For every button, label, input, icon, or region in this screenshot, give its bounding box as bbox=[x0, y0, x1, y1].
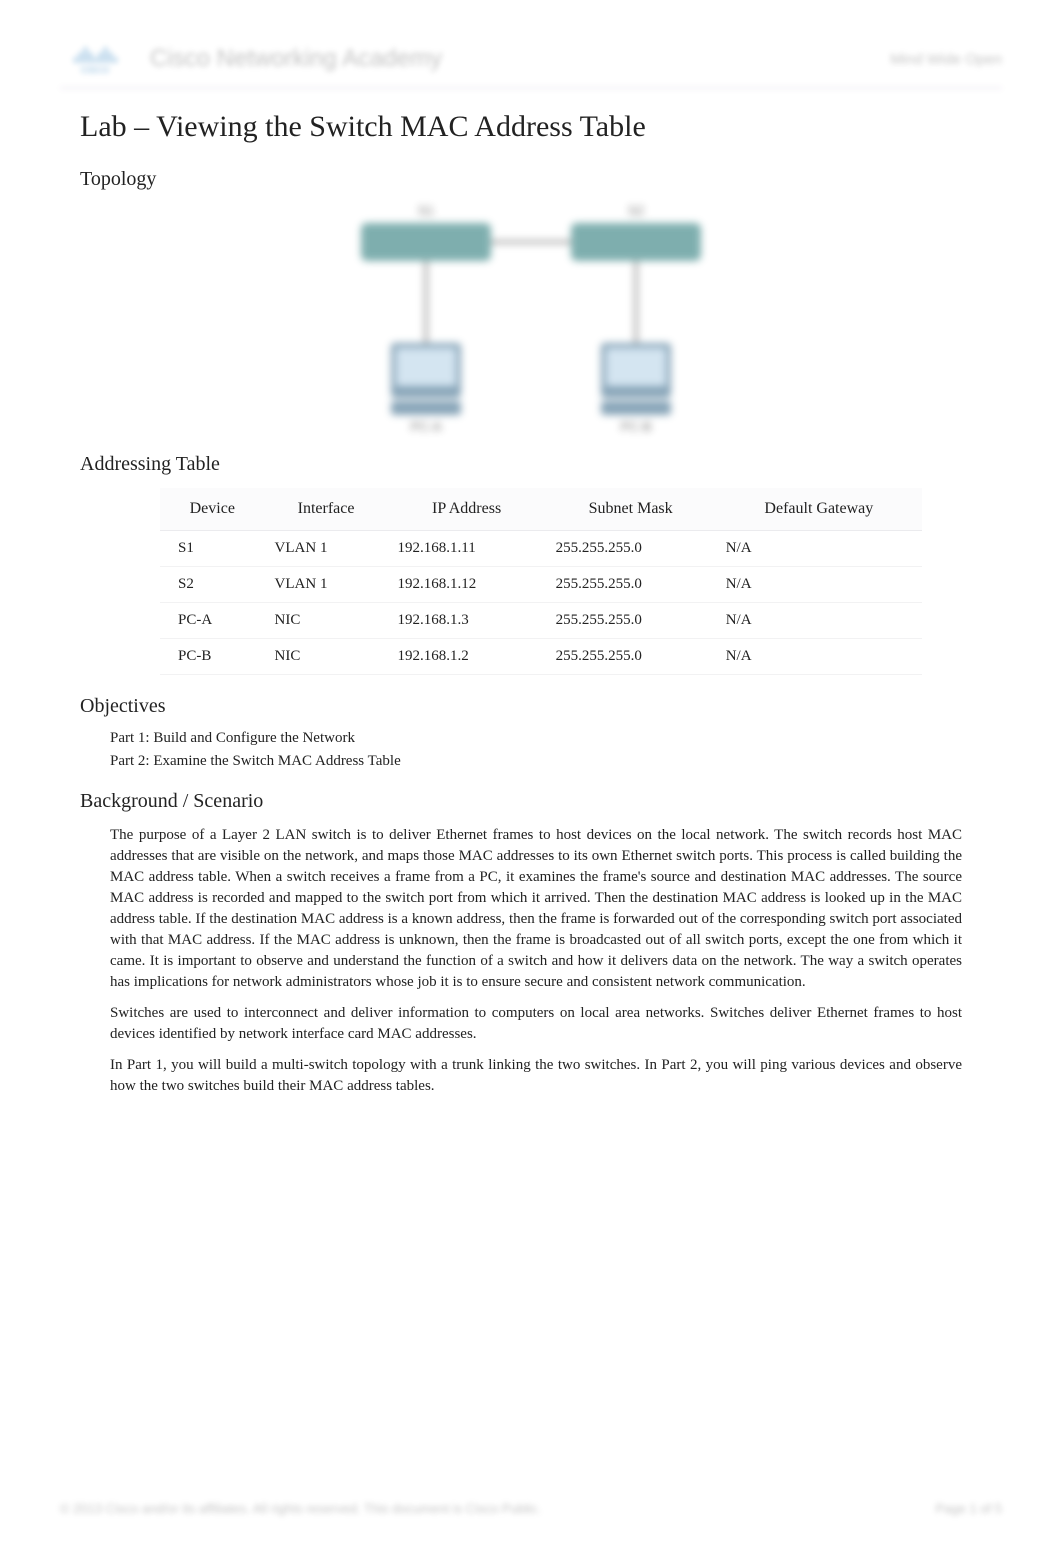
svg-text:S2: S2 bbox=[628, 203, 644, 218]
header-tagline: Mind Wide Open bbox=[890, 51, 1002, 68]
col-mask: Subnet Mask bbox=[546, 488, 716, 531]
table-row: PC-A NIC 192.168.1.3 255.255.255.0 N/A bbox=[160, 603, 922, 639]
topology-diagram: S1 S2 PC-A PC-B bbox=[321, 203, 741, 433]
document-header: CISCO Cisco Networking Academy Mind Wide… bbox=[60, 40, 1002, 90]
background-paragraph: Switches are used to interconnect and de… bbox=[110, 1003, 962, 1045]
cisco-logo: CISCO bbox=[60, 40, 130, 78]
svg-text:PC-A: PC-A bbox=[410, 419, 441, 433]
document-footer: © 2013 Cisco and/or its affiliates. All … bbox=[60, 1501, 1002, 1516]
col-device: Device bbox=[160, 488, 265, 531]
page-title: Lab – Viewing the Switch MAC Address Tab… bbox=[80, 110, 1002, 144]
svg-text:S1: S1 bbox=[418, 203, 434, 218]
addressing-table-wrap: Device Interface IP Address Subnet Mask … bbox=[160, 488, 922, 675]
objectives-heading: Objectives bbox=[80, 695, 1002, 718]
academy-name: Cisco Networking Academy bbox=[150, 45, 442, 73]
objective-item: Part 1: Build and Configure the Network bbox=[110, 730, 1002, 747]
svg-text:PC-B: PC-B bbox=[620, 419, 651, 433]
logo-text: CISCO bbox=[81, 65, 110, 75]
table-header-row: Device Interface IP Address Subnet Mask … bbox=[160, 488, 922, 531]
col-gateway: Default Gateway bbox=[716, 488, 922, 531]
footer-page-number: Page 1 of 5 bbox=[936, 1501, 1003, 1516]
background-heading: Background / Scenario bbox=[80, 790, 1002, 813]
objectives-list: Part 1: Build and Configure the Network … bbox=[110, 730, 1002, 770]
addressing-table: Device Interface IP Address Subnet Mask … bbox=[160, 488, 922, 675]
topology-diagram-wrap: S1 S2 PC-A PC-B bbox=[60, 203, 1002, 433]
topology-heading: Topology bbox=[80, 168, 1002, 191]
background-paragraph: In Part 1, you will build a multi-switch… bbox=[110, 1055, 962, 1097]
background-body: The purpose of a Layer 2 LAN switch is t… bbox=[110, 825, 962, 1097]
footer-copyright: © 2013 Cisco and/or its affiliates. All … bbox=[60, 1501, 541, 1516]
table-row: S1 VLAN 1 192.168.1.11 255.255.255.0 N/A bbox=[160, 531, 922, 567]
table-row: S2 VLAN 1 192.168.1.12 255.255.255.0 N/A bbox=[160, 567, 922, 603]
col-interface: Interface bbox=[265, 488, 388, 531]
addressing-heading: Addressing Table bbox=[80, 453, 1002, 476]
objective-item: Part 2: Examine the Switch MAC Address T… bbox=[110, 753, 1002, 770]
table-row: PC-B NIC 192.168.1.2 255.255.255.0 N/A bbox=[160, 639, 922, 675]
col-ip: IP Address bbox=[388, 488, 546, 531]
background-paragraph: The purpose of a Layer 2 LAN switch is t… bbox=[110, 825, 962, 993]
